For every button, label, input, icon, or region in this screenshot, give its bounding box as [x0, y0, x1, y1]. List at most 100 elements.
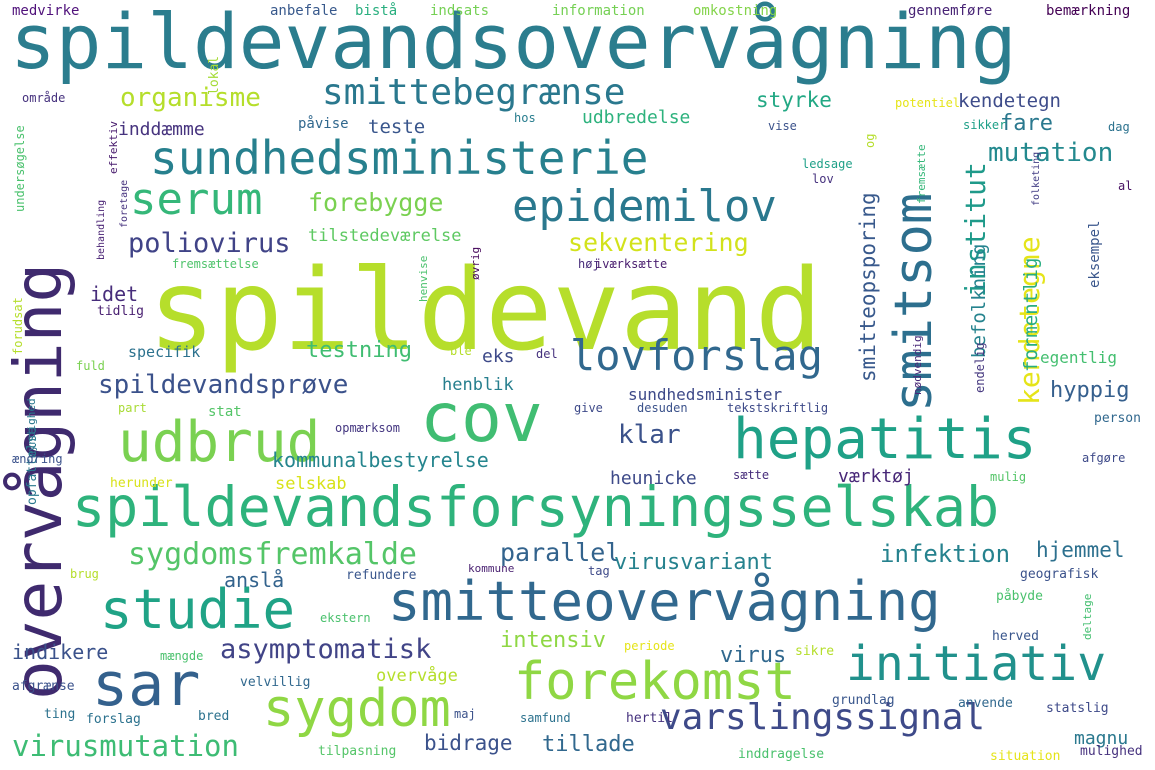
cloud-word: cov — [420, 379, 543, 458]
cloud-word: information — [552, 3, 645, 19]
cloud-word: klar — [618, 420, 681, 450]
cloud-word: spildevand — [148, 246, 823, 376]
cloud-word: ekstern — [320, 611, 371, 625]
cloud-word: desuden — [637, 401, 688, 415]
cloud-word: heunicke — [610, 468, 697, 489]
cloud-word: undersøgelse — [13, 125, 27, 212]
cloud-word: tidlig — [97, 304, 144, 319]
cloud-word: udbredelse — [582, 107, 691, 128]
cloud-word: del — [536, 347, 558, 361]
cloud-word: infektion — [880, 540, 1011, 568]
cloud-word: hjemmel — [1036, 538, 1125, 562]
cloud-word: ting — [44, 707, 76, 722]
cloud-word: virusvariant — [614, 550, 773, 575]
cloud-word: henvise — [417, 255, 430, 302]
cloud-word: forekomst — [514, 652, 796, 712]
cloud-word: periode — [624, 639, 675, 653]
cloud-word: intensiv — [500, 628, 606, 653]
cloud-word: studie — [100, 578, 296, 641]
cloud-word: forebygge — [308, 188, 444, 217]
cloud-word: ledsage — [802, 157, 853, 171]
cloud-word: smittebegrænse — [322, 72, 626, 113]
cloud-word: grundlag — [832, 693, 895, 708]
cloud-word: afgøre — [1082, 451, 1126, 465]
cloud-word: høj — [578, 257, 600, 271]
cloud-word: opmærksom — [335, 421, 401, 435]
cloud-word: medvirke — [12, 3, 80, 19]
cloud-word: udbrud — [118, 410, 321, 475]
cloud-word: eksempel — [1087, 220, 1103, 288]
cloud-word: selskab — [275, 474, 347, 494]
cloud-word: mængde — [160, 649, 204, 663]
cloud-word: bidrage — [424, 731, 513, 755]
cloud-word: indikere — [12, 640, 109, 664]
cloud-word: virusmutation — [12, 729, 239, 763]
cloud-word: ændring — [12, 452, 63, 466]
cloud-word: mulighed — [1080, 744, 1143, 759]
cloud-word: sar — [92, 650, 201, 720]
cloud-word: tilpasning — [318, 744, 397, 759]
cloud-word: anslå — [224, 568, 285, 592]
cloud-word: lov — [812, 172, 834, 186]
cloud-word: statslig — [1046, 701, 1109, 716]
cloud-word: smitteopsporing — [856, 192, 880, 382]
cloud-word: formentlig — [1020, 257, 1042, 372]
cloud-word: eks — [482, 346, 515, 367]
cloud-word: samfund — [520, 711, 571, 725]
cloud-word: lovforslag — [570, 331, 823, 380]
cloud-word: sygdom — [263, 679, 451, 739]
cloud-word: afgrænse — [12, 679, 75, 694]
cloud-word: person — [1094, 411, 1141, 426]
cloud-word: inddæmme — [118, 119, 205, 140]
cloud-word: kommunalbestyrelse — [272, 448, 489, 472]
cloud-word: påbyde — [996, 589, 1043, 604]
cloud-word: henblik — [442, 375, 514, 395]
cloud-word: kommune — [468, 562, 515, 575]
cloud-word: specifik — [128, 343, 201, 361]
cloud-word: maj — [454, 707, 476, 721]
cloud-word: gennemføre — [908, 3, 993, 19]
cloud-word: dag — [1108, 120, 1130, 134]
cloud-word: stat — [208, 404, 242, 420]
cloud-word: refundere — [346, 568, 417, 583]
cloud-word: part — [118, 401, 147, 415]
cloud-word: værktøj — [838, 466, 914, 487]
cloud-word: initiativ — [846, 636, 1107, 692]
cloud-word: kendetegn — [958, 90, 1061, 112]
cloud-word: spildevandsovervågning — [10, 0, 1017, 86]
cloud-word: epidemilov — [512, 181, 777, 232]
cloud-word: herunder — [110, 476, 173, 491]
cloud-word: varslingssignal — [660, 697, 986, 738]
cloud-word: testning — [306, 338, 412, 363]
cloud-word: organisme — [120, 83, 261, 113]
cloud-word: situation — [990, 749, 1061, 764]
cloud-word: brug — [70, 567, 99, 581]
cloud-word: herved — [992, 629, 1039, 644]
cloud-word: påvise — [298, 116, 349, 132]
cloud-word: sygdomsfremkalde — [128, 537, 417, 572]
cloud-word: teste — [368, 116, 426, 138]
cloud-word: forudsat — [11, 297, 25, 355]
cloud-word: hos — [514, 111, 536, 125]
cloud-word: fuld — [76, 359, 105, 373]
cloud-word: sundhedsministerie — [150, 131, 649, 185]
cloud-word: bistå — [355, 3, 398, 19]
cloud-word: ble — [450, 344, 472, 358]
cloud-word: serum — [130, 174, 263, 225]
cloud-word: fremsættelse — [172, 257, 259, 271]
cloud-word: anbefale — [270, 3, 338, 19]
cloud-word: omkostning — [693, 3, 778, 19]
cloud-word: og — [863, 133, 877, 148]
cloud-word: nødvendig — [911, 335, 924, 395]
cloud-word: egentlig — [1040, 348, 1118, 367]
cloud-word: overvåge — [376, 666, 458, 686]
cloud-word: sekventering — [568, 228, 749, 257]
cloud-word: behandling — [96, 199, 107, 260]
cloud-word: magnu — [1074, 728, 1129, 749]
cloud-word: spildevandsforsyningsselskab — [72, 475, 1000, 539]
cloud-word: hepatitis — [733, 407, 1037, 472]
cloud-word: al — [1118, 179, 1133, 193]
cloud-word: mutation — [988, 138, 1114, 168]
cloud-word: tag — [588, 564, 610, 578]
